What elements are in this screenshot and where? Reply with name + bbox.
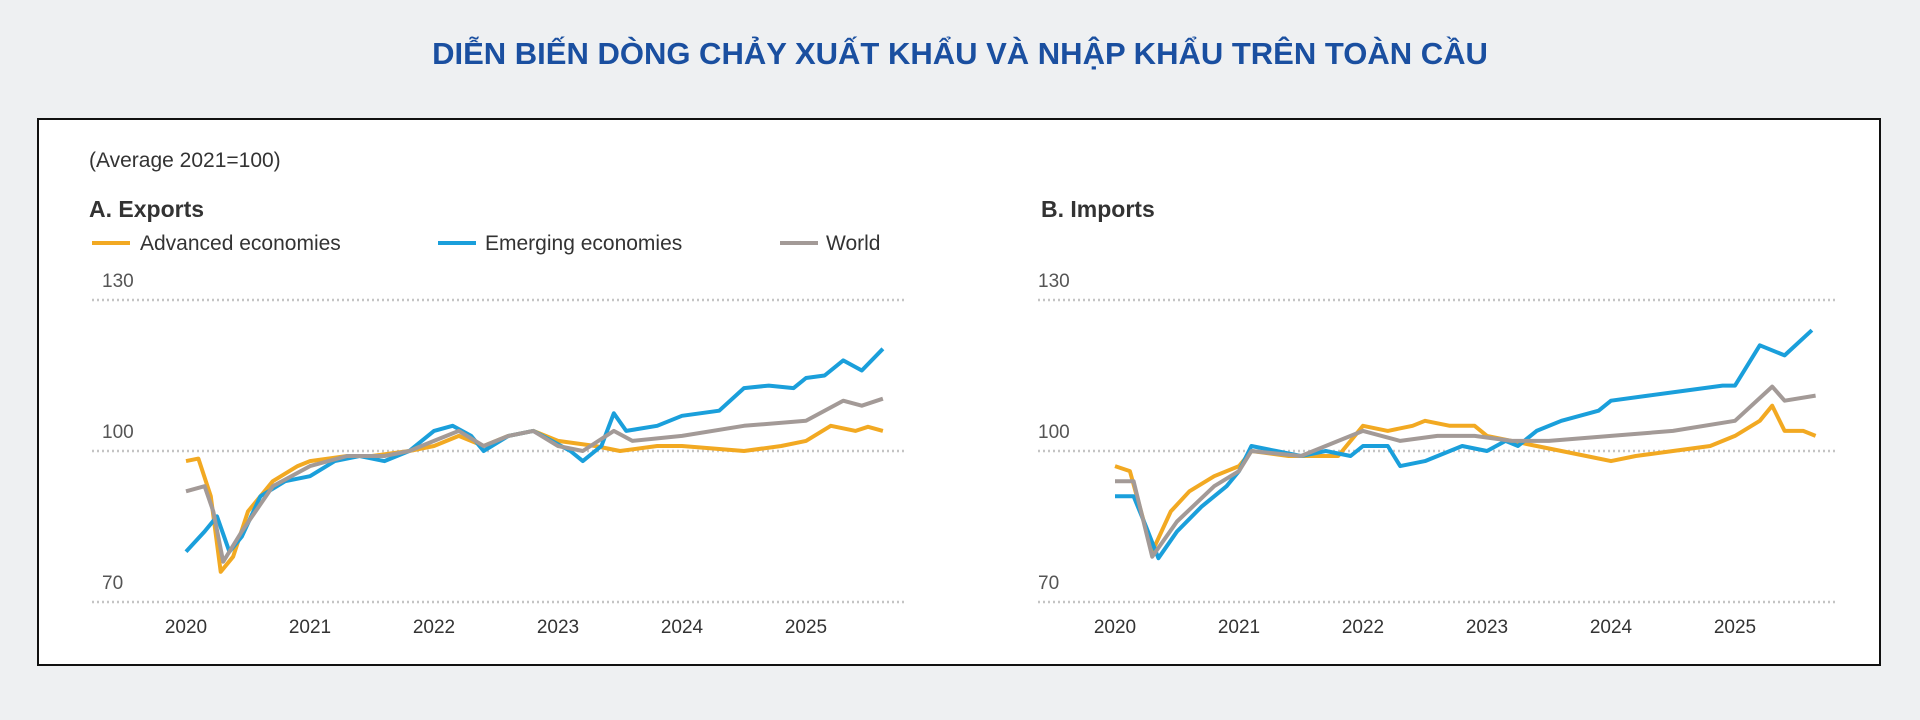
- x-tick-label: 2025: [1714, 617, 1756, 638]
- x-tick-label: 2023: [1466, 617, 1508, 638]
- y-tick-label: 70: [1038, 573, 1059, 594]
- series-line-advanced-economies: [185, 423, 884, 574]
- series-line-world: [185, 396, 884, 564]
- y-tick-label: 70: [102, 573, 123, 594]
- chart-frame: [37, 118, 1881, 666]
- x-tick-label: 2023: [537, 617, 579, 638]
- x-tick-label: 2022: [1342, 617, 1384, 638]
- panel-title-exports: A. Exports: [89, 196, 204, 222]
- x-tick-label: 2021: [289, 617, 331, 638]
- page-title: DIỄN BIẾN DÒNG CHẢY XUẤT KHẨU VÀ NHẬP KH…: [432, 36, 1488, 71]
- series-line-emerging-economies: [1115, 328, 1814, 561]
- x-tick-label: 2020: [1094, 617, 1136, 638]
- legend-label-advanced: Advanced economies: [140, 232, 341, 255]
- y-tick-label: 130: [1038, 271, 1070, 292]
- y-tick-label: 100: [1038, 422, 1070, 443]
- y-tick-label: 130: [102, 271, 134, 292]
- legend-label-emerging: Emerging economies: [485, 232, 682, 255]
- panel-title-imports: B. Imports: [1041, 196, 1155, 222]
- x-tick-label: 2024: [661, 617, 704, 638]
- series-line-advanced-economies: [1114, 403, 1817, 554]
- y-tick-label: 100: [102, 422, 134, 443]
- chart-subtitle: (Average 2021=100): [89, 149, 281, 172]
- x-tick-label: 2024: [1590, 617, 1633, 638]
- legend: Advanced economies Emerging economies Wo…: [92, 232, 880, 255]
- legend-label-world: World: [826, 232, 880, 255]
- x-tick-label: 2022: [413, 617, 455, 638]
- x-tick-label: 2025: [785, 617, 827, 638]
- series-line-world: [1115, 384, 1816, 559]
- x-tick-label: 2020: [165, 617, 207, 638]
- x-tick-label: 2021: [1218, 617, 1260, 638]
